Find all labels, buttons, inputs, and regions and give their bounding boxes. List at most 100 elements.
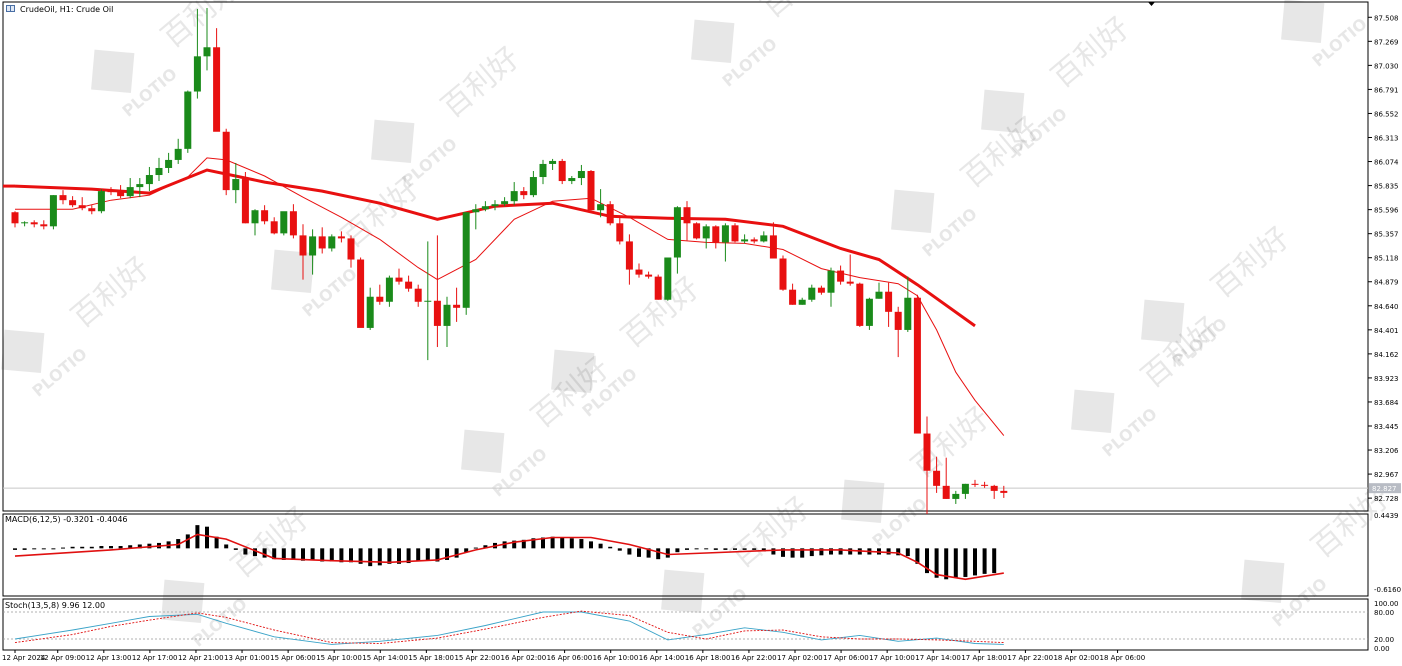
candle-body [981, 484, 989, 486]
macd-bar [473, 547, 478, 549]
candle [405, 275, 413, 292]
time-tick-label: 17 Apr 18:00 [961, 654, 1007, 662]
macd-bar [713, 548, 718, 550]
candle-body [635, 269, 643, 275]
candle-body [683, 207, 691, 224]
watermark-logo [1, 329, 45, 374]
watermark-logo [1071, 389, 1115, 434]
candle [990, 484, 998, 499]
candle-body [913, 297, 921, 434]
candle [741, 234, 749, 244]
watermark-logo [551, 349, 595, 394]
candle [520, 187, 528, 200]
candle [635, 263, 643, 278]
time-tick-label: 15 Apr 06:00 [270, 654, 316, 662]
candle-body [309, 236, 317, 256]
candle [721, 223, 729, 262]
candle [597, 189, 605, 218]
time-tick-label: 18 Apr 02:00 [1053, 654, 1099, 662]
macd-bar [32, 548, 37, 550]
candle [606, 201, 614, 226]
macd-bar [320, 548, 325, 562]
macd-bar [752, 548, 757, 550]
macd-bar [934, 548, 939, 578]
price-tick-label: 86.313 [1374, 134, 1399, 142]
candle [981, 481, 989, 488]
time-tick-label: 18 Apr 06:00 [1100, 654, 1146, 662]
macd-bar [301, 548, 305, 561]
watermark-logo [661, 569, 705, 614]
candle [443, 296, 451, 348]
candle [923, 416, 931, 515]
macd-bar [118, 546, 123, 549]
candle-body [760, 235, 768, 242]
time-tick-label: 16 Apr 10:00 [593, 654, 639, 662]
price-tick-label: 85.118 [1374, 255, 1399, 263]
watermark-logo [91, 49, 135, 94]
macd-bar [992, 548, 997, 574]
stoch-header: Stoch(13,5,8) 9.96 12.00 [5, 601, 106, 610]
price-tick-label: 82.967 [1374, 471, 1399, 479]
candle [481, 201, 489, 212]
price-tick-label: 85.357 [1374, 231, 1399, 239]
macd-bar [579, 539, 584, 549]
macd-bar [358, 548, 363, 564]
candle-body [136, 184, 144, 188]
candle-body [712, 226, 720, 243]
price-tick-label: 84.640 [1374, 303, 1399, 311]
macd-bar [61, 547, 65, 549]
candle-body [78, 205, 86, 209]
candle-body [875, 291, 883, 299]
macd-bar [905, 548, 910, 557]
time-tick-label: 17 Apr 14:00 [915, 654, 961, 662]
candlesticks[interactable] [11, 8, 1008, 515]
watermark-cn: 百利好 [65, 251, 156, 336]
candle [933, 456, 941, 493]
macd-bar [185, 534, 190, 549]
candle-body [817, 287, 825, 293]
time-tick-label: 16 Apr 14:00 [639, 654, 685, 662]
macd-bar [531, 538, 536, 549]
candle [184, 90, 192, 153]
candle [414, 284, 422, 307]
candle-body [865, 298, 873, 326]
candle [625, 234, 633, 285]
price-tick-label: 84.401 [1374, 327, 1399, 335]
panel-frame [2, 1, 1369, 512]
candle-body [789, 289, 797, 305]
candle-body [318, 236, 326, 249]
macd-bar [512, 540, 517, 549]
candle-body [462, 212, 470, 308]
candle-body [184, 91, 192, 149]
price-tick-label: 86.791 [1374, 86, 1399, 94]
macd-bar [838, 548, 843, 555]
candle [865, 297, 873, 330]
macd-bar [483, 545, 488, 549]
candle-body [405, 281, 413, 289]
candle-body [88, 208, 96, 212]
candle [750, 237, 758, 244]
macd-bar [109, 546, 113, 549]
price-tick-label: 84.162 [1374, 351, 1399, 359]
current-price-label: 82.827 [1372, 485, 1397, 493]
macd-bar [704, 548, 709, 550]
macd-bar [829, 548, 833, 555]
candle [145, 166, 153, 192]
watermark-cn: 百利好 [1045, 11, 1136, 96]
candle [165, 152, 173, 174]
candle [126, 178, 134, 199]
candle-body [49, 195, 57, 227]
macd-tick-label: -0.6160 [1374, 586, 1401, 594]
candle-body [347, 238, 355, 260]
macd-bar [675, 548, 680, 553]
candle [856, 282, 864, 327]
candle-body [232, 179, 240, 191]
candle-body [750, 239, 758, 242]
candle [462, 212, 470, 315]
candle [59, 190, 67, 205]
time-tick-label: 16 Apr 06:00 [547, 654, 593, 662]
candle-body [203, 47, 211, 57]
candle-body [606, 204, 614, 224]
